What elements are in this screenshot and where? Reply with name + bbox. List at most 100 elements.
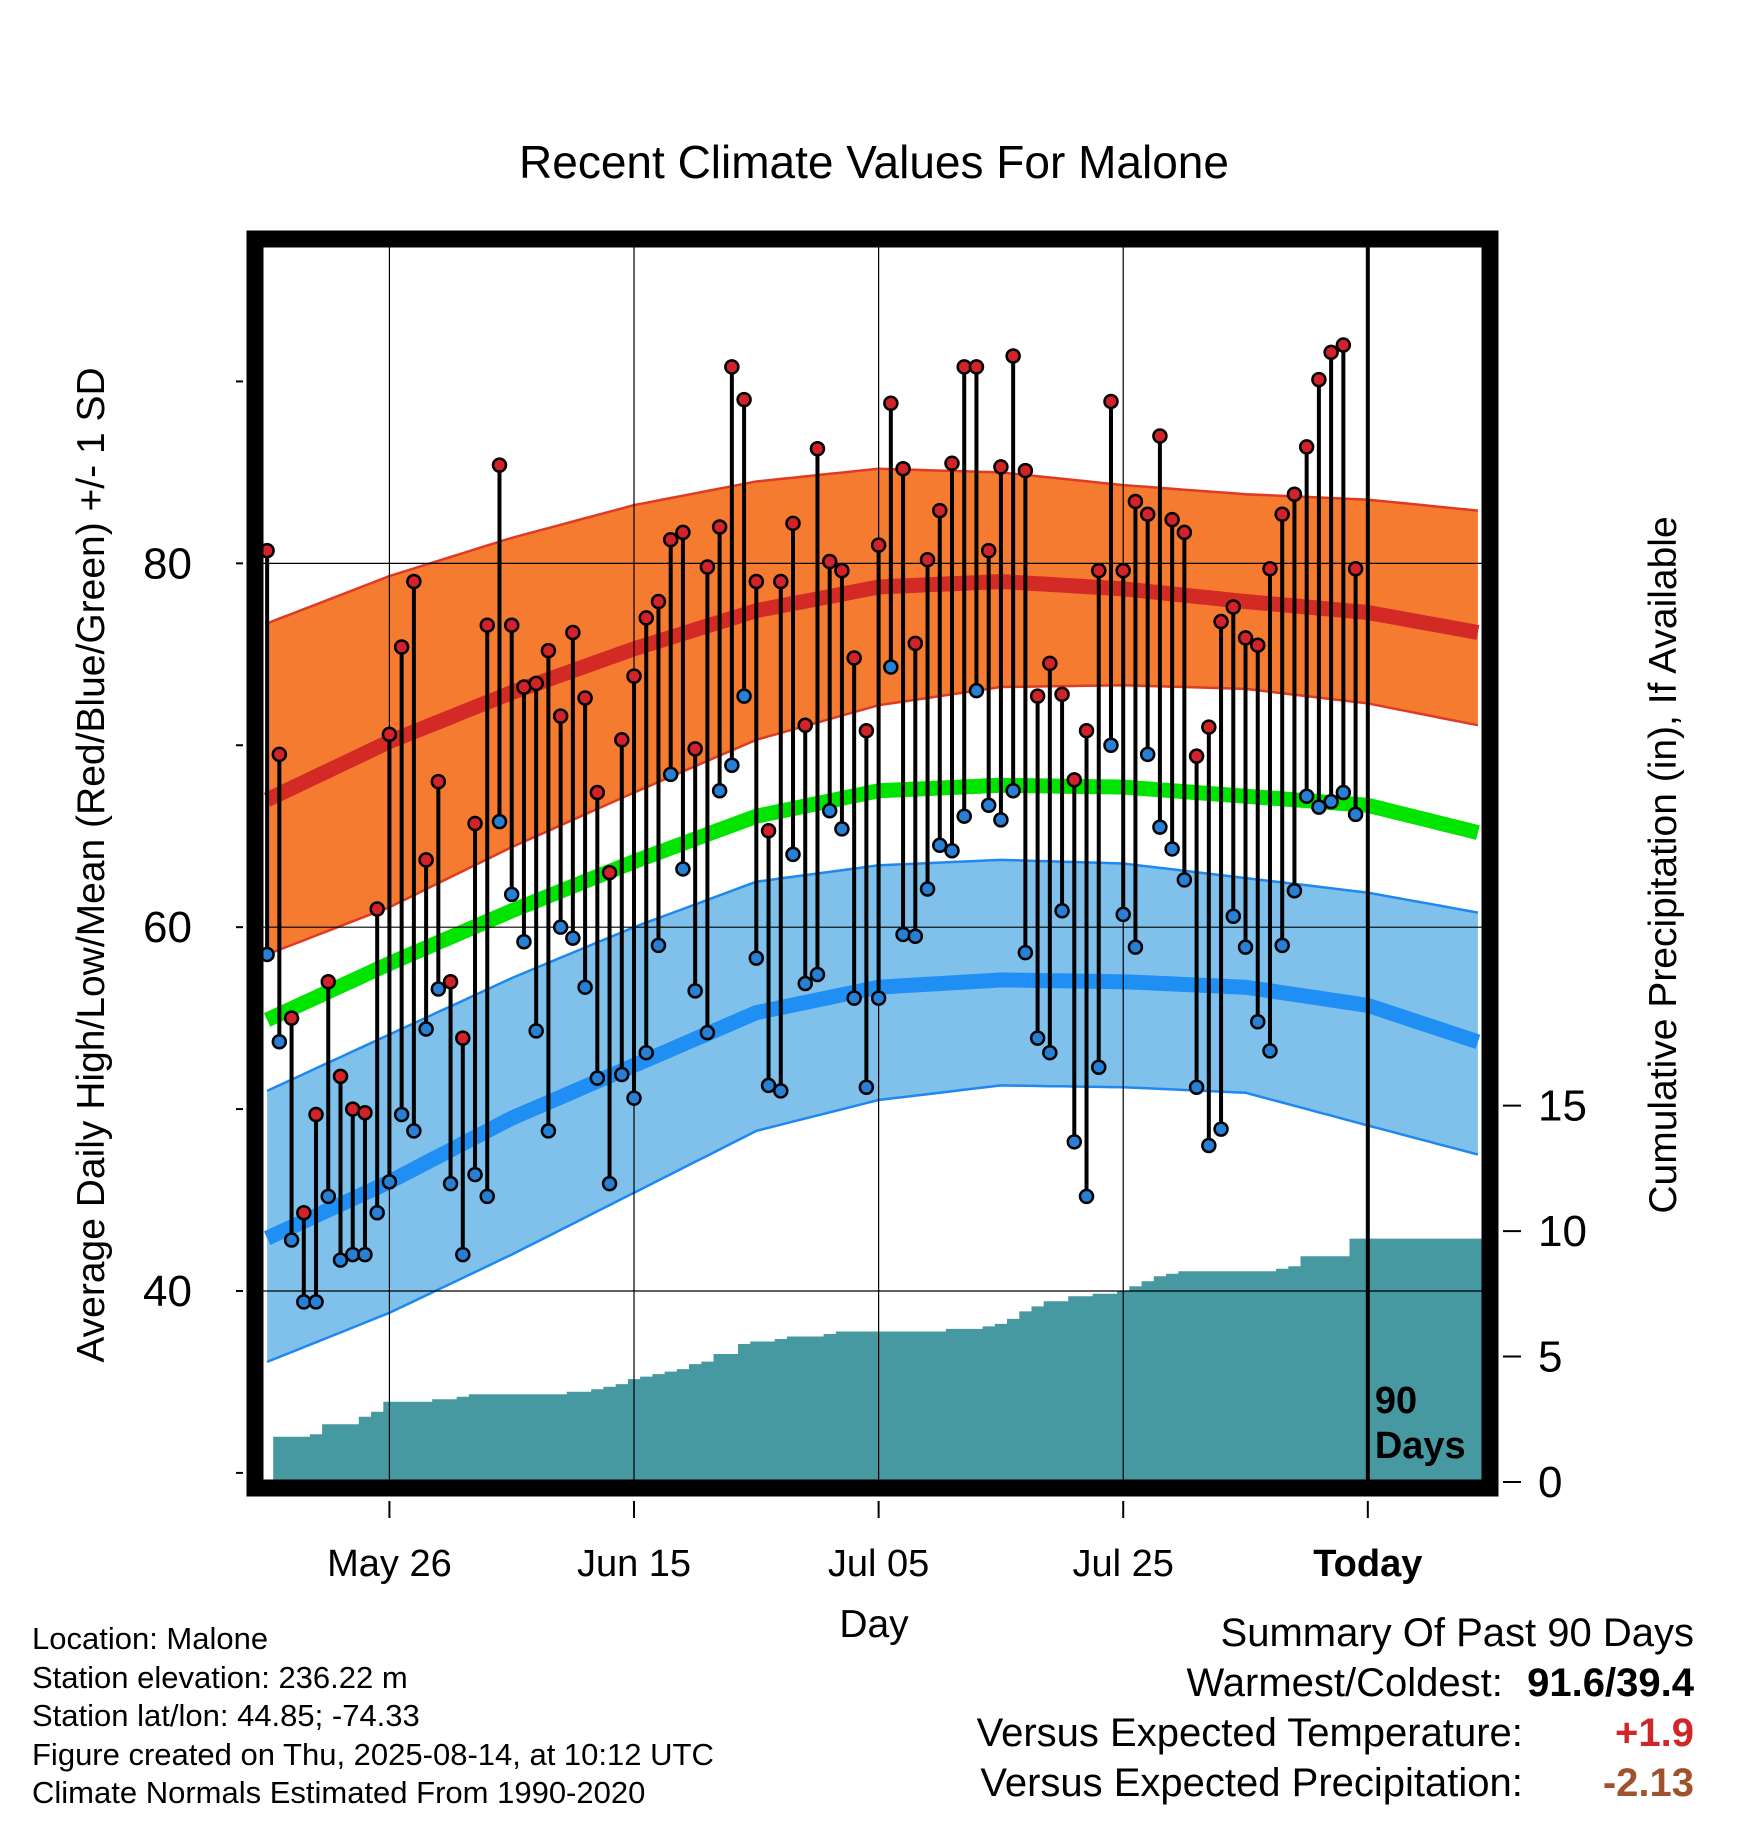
daily-high-point <box>1298 439 1315 455</box>
daily-high-point <box>919 551 936 568</box>
daily-low-point <box>1029 1030 1046 1046</box>
daily-low-point <box>1286 883 1303 899</box>
daily-high-point <box>1164 511 1180 528</box>
daily-low-point <box>662 766 679 783</box>
daily-low-point <box>455 1246 471 1263</box>
daily-low-point <box>675 861 691 877</box>
daily-low-point <box>907 928 924 945</box>
daily-low-point <box>381 1174 398 1190</box>
daily-low-point <box>1103 737 1119 754</box>
daily-high-point <box>932 502 948 519</box>
daily-low-point <box>834 821 850 837</box>
daily-high-point <box>1029 688 1046 704</box>
daily-high-point <box>406 573 422 590</box>
daily-high-point <box>320 973 337 990</box>
daily-high-point <box>895 461 911 477</box>
daily-high-point <box>980 542 997 559</box>
daily-high-point <box>296 1205 312 1221</box>
x-tick-label: Jul 05 <box>828 1543 929 1585</box>
daily-low-point <box>919 881 936 897</box>
y-axis-label: Average Daily High/Low/Mean (Red/Blue/Gr… <box>70 367 113 1362</box>
daily-low-point <box>430 981 447 997</box>
daily-high-point <box>883 395 899 412</box>
daily-low-point <box>332 1252 349 1268</box>
daily-low-point <box>283 1232 300 1248</box>
daily-low-point <box>1201 1137 1217 1154</box>
daily-high-point <box>748 573 765 590</box>
daily-high-point <box>699 559 716 575</box>
daily-high-point <box>687 741 703 757</box>
daily-high-point <box>1103 393 1119 410</box>
daily-high-point <box>1152 428 1168 444</box>
y-tick-label: 80 <box>143 539 192 588</box>
y2-tick-label: 10 <box>1538 1207 1587 1256</box>
daily-high-point <box>797 717 813 733</box>
daily-low-point <box>271 1034 288 1050</box>
high-sd-lower-line <box>266 683 1479 956</box>
daily-high-point <box>1005 348 1021 364</box>
daily-high-point <box>662 531 679 548</box>
daily-high-point <box>565 624 581 641</box>
daily-low-point <box>944 843 960 859</box>
daily-high-point <box>809 440 826 457</box>
chart-title: Recent Climate Values For Malone <box>519 136 1229 188</box>
daily-high-point <box>467 815 483 832</box>
daily-high-point <box>1176 524 1193 541</box>
daily-low-point <box>883 659 899 675</box>
daily-low-point <box>503 886 520 903</box>
daily-high-point <box>1286 486 1303 502</box>
daily-high-point <box>283 1010 300 1026</box>
daily-low-point <box>846 990 862 1006</box>
x-tick-label: Today <box>1313 1543 1422 1585</box>
daily-high-point <box>1213 613 1229 630</box>
daily-low-point <box>1311 799 1327 815</box>
daily-high-point <box>1078 722 1095 739</box>
daily-high-point <box>540 642 557 659</box>
latlon-text: Station lat/lon: 44.85; -74.33 <box>32 1698 420 1733</box>
daily-high-point <box>1042 655 1058 672</box>
daily-low-point <box>858 1079 875 1096</box>
warm-cold-value: 91.6/39.4 <box>1527 1661 1694 1705</box>
temp-row: Versus Expected Temperature: +1.9 <box>977 1708 1694 1758</box>
daily-low-point <box>320 1188 337 1205</box>
daily-low-point <box>699 1024 716 1041</box>
daily-high-point <box>1323 344 1339 361</box>
daily-low-point <box>369 1205 385 1221</box>
daily-high-point <box>577 690 593 706</box>
daily-high-point <box>1139 506 1156 522</box>
daily-low-point <box>1127 939 1144 955</box>
precipitation-area <box>267 1238 1483 1482</box>
daily-low-point <box>956 808 972 824</box>
daily-high-point <box>479 617 496 633</box>
daily-high-point <box>724 359 740 375</box>
location-text: Location: Malone <box>32 1621 269 1656</box>
daily-high-point <box>1274 506 1290 522</box>
daily-high-point <box>907 635 924 652</box>
daily-high-point <box>1017 462 1034 479</box>
daily-low-point <box>1323 793 1339 810</box>
daily-low-point <box>357 1246 373 1263</box>
daily-high-point <box>1054 686 1070 703</box>
daily-high-point <box>626 668 642 684</box>
daily-low-point <box>1298 788 1315 804</box>
summary-panel: Summary Of Past 90 Days Warmest/Coldest:… <box>977 1608 1694 1808</box>
y2-axis-label: Cumulative Precipitation (in), If Availa… <box>1642 516 1685 1213</box>
low-sd-lower-line <box>266 1084 1479 1364</box>
elevation-text: Station elevation: 236.22 m <box>32 1659 408 1695</box>
created-text: Figure created on Thu, 2025-08-14, at 10… <box>32 1736 714 1772</box>
daily-high-point <box>711 519 728 535</box>
daily-low-point <box>418 1021 434 1037</box>
daily-low-point <box>308 1294 324 1310</box>
normal-high-line <box>263 573 1480 807</box>
y2-tick-label: 0 <box>1538 1458 1562 1507</box>
precip-label: Versus Expected Precipitation: <box>980 1761 1523 1805</box>
daily-high-point <box>1347 561 1364 577</box>
daily-low-point <box>1152 819 1168 835</box>
daily-low-point <box>552 919 569 935</box>
warm-cold-label: Warmest/Coldest: <box>1186 1661 1503 1705</box>
daily-low-point <box>1176 872 1193 888</box>
daily-high-point <box>870 537 887 553</box>
low-sd-upper-line <box>266 858 1479 1093</box>
